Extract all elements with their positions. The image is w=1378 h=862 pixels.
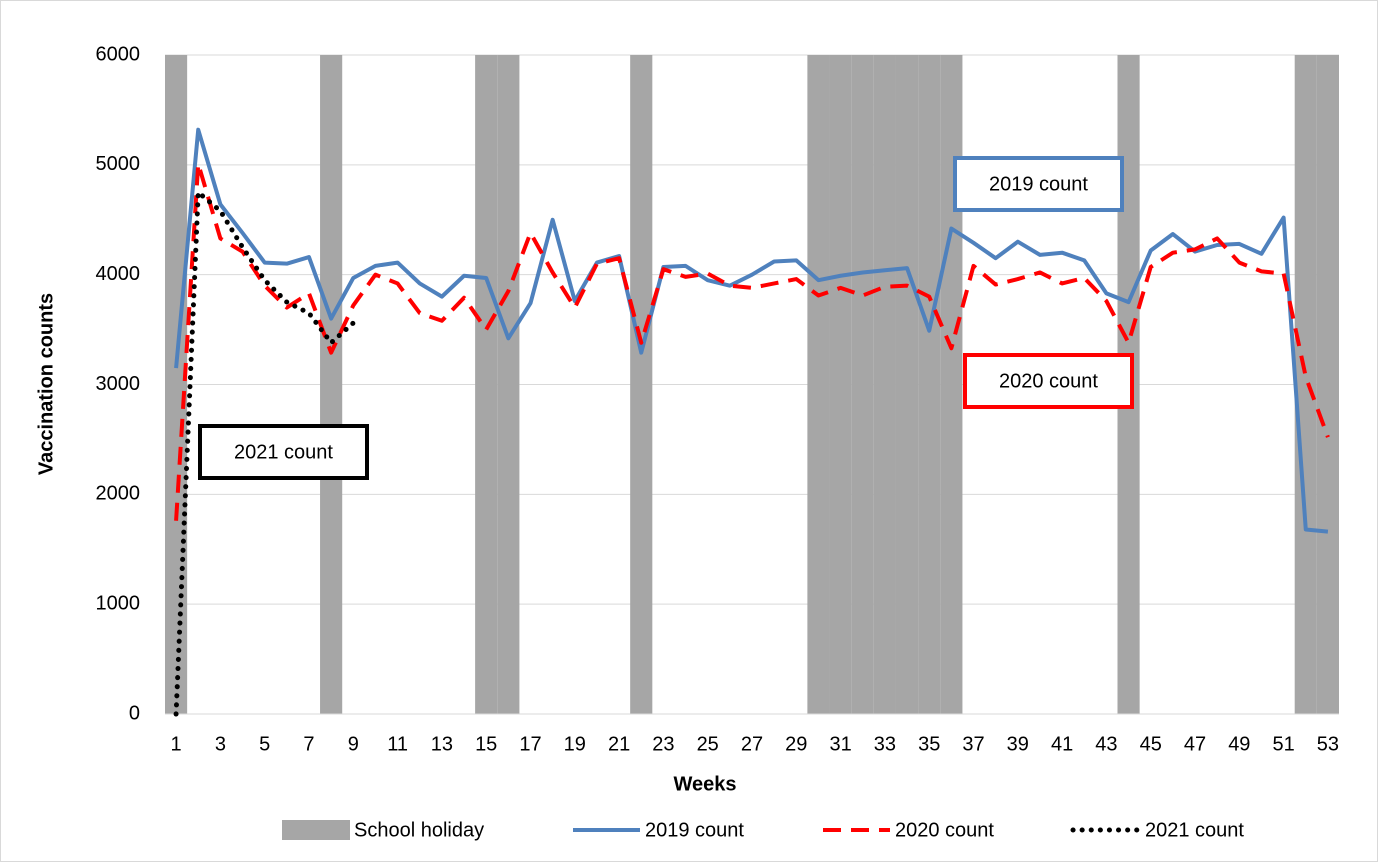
x-tick-label: 5 xyxy=(259,733,270,755)
holiday-bar xyxy=(165,55,188,714)
x-tick-label: 15 xyxy=(475,733,497,755)
holiday-bar xyxy=(497,55,520,714)
x-tick-label: 23 xyxy=(652,733,674,755)
x-tick-label: 13 xyxy=(431,733,453,755)
annotation-text: 2021 count xyxy=(234,441,333,463)
x-tick-label: 49 xyxy=(1228,733,1250,755)
x-tick-label: 9 xyxy=(348,733,359,755)
x-tick-label: 47 xyxy=(1184,733,1206,755)
y-axis-title: Vaccination counts xyxy=(35,293,57,475)
series-line xyxy=(174,127,1329,534)
holiday-bar xyxy=(940,55,963,714)
y-tick-label: 5000 xyxy=(96,153,141,175)
x-tick-label: 25 xyxy=(697,733,719,755)
holiday-bar xyxy=(895,55,919,714)
x-tick-label: 19 xyxy=(564,733,586,755)
series-line xyxy=(174,161,1330,521)
annotation-text: 2019 count xyxy=(989,173,1088,195)
x-tick-label: 43 xyxy=(1095,733,1117,755)
x-tick-label: 51 xyxy=(1272,733,1294,755)
holiday-bar xyxy=(1294,55,1317,714)
holiday-bar xyxy=(873,55,896,714)
holiday-bar xyxy=(630,55,653,714)
x-tick-label: 37 xyxy=(962,733,984,755)
holiday-bar xyxy=(1316,55,1339,714)
x-tick-label: 39 xyxy=(1007,733,1029,755)
x-axis-title: Weeks xyxy=(673,773,736,795)
annotation-text: 2020 count xyxy=(999,370,1098,392)
x-tick-label: 11 xyxy=(387,733,408,755)
x-tick-label: 21 xyxy=(608,733,630,755)
annotation-box xyxy=(963,353,1134,409)
holiday-bar xyxy=(807,55,830,714)
x-tick-label: 35 xyxy=(918,733,940,755)
x-tick-label: 29 xyxy=(785,733,807,755)
annotation-box xyxy=(953,156,1124,212)
holiday-bar xyxy=(851,55,874,714)
y-tick-label: 0 xyxy=(129,702,140,724)
legend-label: 2020 count xyxy=(895,819,994,841)
holiday-bar xyxy=(320,55,343,714)
x-tick-label: 17 xyxy=(519,733,541,755)
y-tick-label: 6000 xyxy=(96,43,141,65)
y-tick-label: 4000 xyxy=(96,263,141,285)
x-tick-label: 7 xyxy=(303,733,314,755)
y-tick-label: 2000 xyxy=(96,483,141,505)
x-tick-label: 31 xyxy=(829,733,851,755)
x-tick-label: 53 xyxy=(1317,733,1339,755)
x-tick-label: 1 xyxy=(171,733,182,755)
holiday-bar xyxy=(918,55,941,714)
holiday-bar xyxy=(475,55,498,714)
legend-label: School holiday xyxy=(354,819,484,841)
legend-label: 2019 count xyxy=(645,819,744,841)
x-tick-label: 27 xyxy=(741,733,763,755)
holiday-bar xyxy=(829,55,852,714)
y-tick-label: 1000 xyxy=(96,592,141,614)
y-tick-label: 3000 xyxy=(96,373,141,395)
legend-label: 2021 count xyxy=(1145,819,1244,841)
annotation-box xyxy=(198,424,369,480)
x-tick-label: 3 xyxy=(215,733,226,755)
x-tick-label: 33 xyxy=(874,733,896,755)
x-tick-label: 45 xyxy=(1140,733,1162,755)
legend-swatch xyxy=(282,820,350,840)
x-tick-label: 41 xyxy=(1051,733,1073,755)
